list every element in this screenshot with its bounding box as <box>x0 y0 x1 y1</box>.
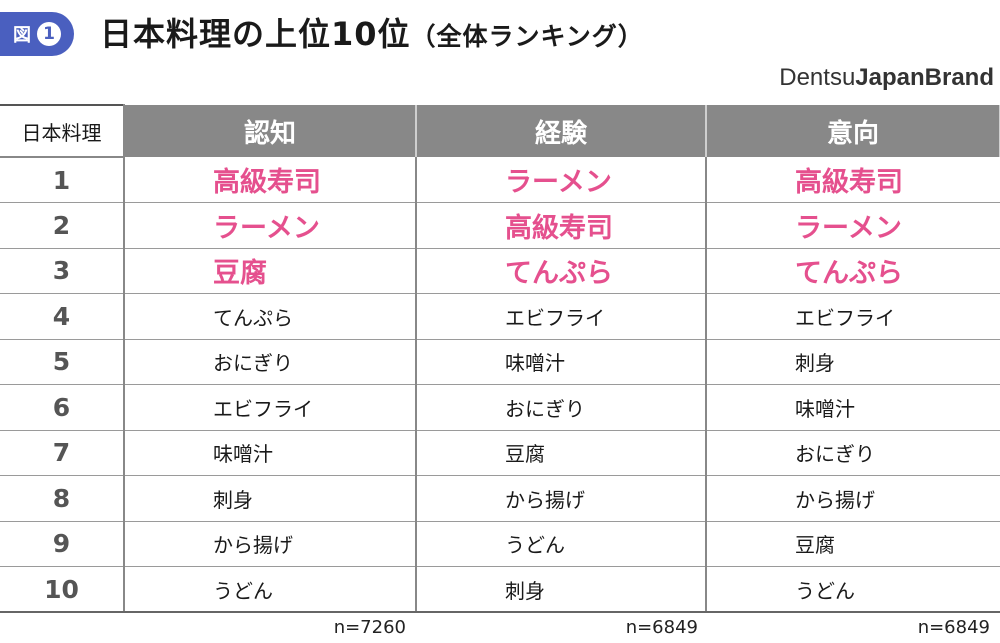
table-row: 5 おにぎり 味噌汁 刺身 <box>0 339 1000 385</box>
table-header-row: 日本料理 認知 経験 意向 <box>0 104 1000 158</box>
sample-size-intention: n=6849 <box>917 617 990 638</box>
figure-number: 1 <box>37 22 61 46</box>
table-row: 7 味噌汁 豆腐 おにぎり <box>0 430 1000 476</box>
table-row: 4 てんぷら エビフライ エビフライ <box>0 293 1000 340</box>
rank-number: 2 <box>0 202 125 249</box>
dish-cell: うどん <box>706 566 1000 613</box>
brand-logo: DentsuJapanBrand <box>779 64 994 92</box>
page-title: 日本料理の上位10位（全体ランキング） <box>100 12 644 59</box>
rank-number: 7 <box>0 430 125 476</box>
table-row: 8 刺身 から揚げ から揚げ <box>0 475 1000 522</box>
dish-cell: 高級寿司 <box>124 157 417 203</box>
dish-cell: から揚げ <box>706 475 1000 522</box>
title-main: 日本料理の上位10位 <box>100 15 411 53</box>
table-row: 6 エビフライ おにぎり 味噌汁 <box>0 384 1000 431</box>
dish-cell: 刺身 <box>124 475 417 522</box>
rank-number: 5 <box>0 339 125 385</box>
dish-cell: 高級寿司 <box>706 157 1000 203</box>
dish-cell: 刺身 <box>416 566 707 613</box>
dish-cell: おにぎり <box>706 430 1000 476</box>
figure-badge: 図 1 <box>0 12 74 56</box>
table-row: 3 豆腐 てんぷら てんぷら <box>0 248 1000 294</box>
dish-cell: てんぷら <box>706 248 1000 294</box>
table-row: 1 高級寿司 ラーメン 高級寿司 <box>0 157 1000 203</box>
sample-size-experience: n=6849 <box>625 617 698 638</box>
dish-cell: てんぷら <box>416 248 707 294</box>
rank-number: 3 <box>0 248 125 294</box>
dish-cell: 味噌汁 <box>416 339 707 385</box>
dish-cell: エビフライ <box>416 293 707 340</box>
dish-cell: から揚げ <box>416 475 707 522</box>
dish-cell: エビフライ <box>706 293 1000 340</box>
brand-bold: JapanBrand <box>855 64 994 91</box>
dish-cell: ラーメン <box>706 202 1000 249</box>
dish-cell: 味噌汁 <box>706 384 1000 431</box>
brand-light: Dentsu <box>779 64 856 91</box>
corner-header: 日本料理 <box>0 104 125 158</box>
rank-number: 9 <box>0 521 125 567</box>
dish-cell: 味噌汁 <box>124 430 417 476</box>
table-row: 9 から揚げ うどん 豆腐 <box>0 521 1000 567</box>
dish-cell: うどん <box>416 521 707 567</box>
dish-cell: おにぎり <box>124 339 417 385</box>
dish-cell: 豆腐 <box>706 521 1000 567</box>
figure-label: 図 <box>13 25 31 46</box>
table-row: 10 うどん 刺身 うどん <box>0 566 1000 613</box>
dish-cell: ラーメン <box>416 157 707 203</box>
dish-cell: 高級寿司 <box>416 202 707 249</box>
rank-number: 6 <box>0 384 125 431</box>
dish-cell: 豆腐 <box>416 430 707 476</box>
rank-number: 10 <box>0 566 125 613</box>
ranking-table: 日本料理 認知 経験 意向 1 高級寿司 ラーメン 高級寿司 2 ラーメン 高級寿司 ラーメン… <box>0 104 1000 613</box>
rank-number: 8 <box>0 475 125 522</box>
column-header-experience: 経験 <box>415 105 707 157</box>
dish-cell: 豆腐 <box>124 248 417 294</box>
dish-cell: てんぷら <box>124 293 417 340</box>
dish-cell: おにぎり <box>416 384 707 431</box>
dish-cell: エビフライ <box>124 384 417 431</box>
dish-cell: 刺身 <box>706 339 1000 385</box>
table-row: 2 ラーメン 高級寿司 ラーメン <box>0 202 1000 249</box>
rank-number: 1 <box>0 157 125 203</box>
rank-number: 4 <box>0 293 125 340</box>
column-header-awareness: 認知 <box>123 105 417 157</box>
dish-cell: うどん <box>124 566 417 613</box>
title-subtitle: （全体ランキング） <box>410 22 644 51</box>
dish-cell: から揚げ <box>124 521 417 567</box>
dish-cell: ラーメン <box>124 202 417 249</box>
column-header-intention: 意向 <box>705 105 1000 157</box>
sample-size-awareness: n=7260 <box>333 617 406 638</box>
